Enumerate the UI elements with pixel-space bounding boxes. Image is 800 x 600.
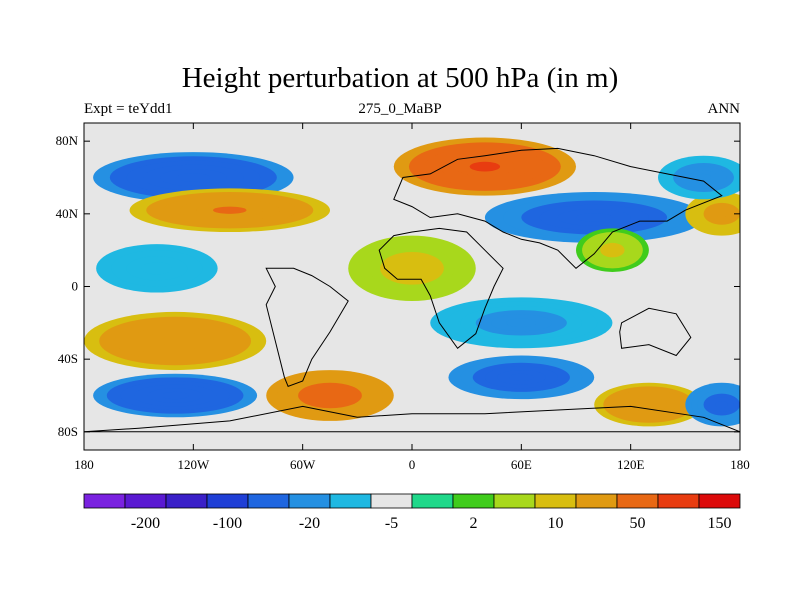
colorbar-label: 150 <box>708 515 732 532</box>
colorbar-box <box>329 493 372 509</box>
axis-ticks: 180 120W 60W 0 60E 120E 180 80N 40N 0 40S 80S <box>56 123 750 472</box>
contour-feature <box>393 137 576 196</box>
coastline <box>378 227 504 350</box>
colorbar-label: -100 <box>213 515 242 532</box>
colorbar-box <box>575 493 618 509</box>
contour-level <box>576 213 613 222</box>
contour-level <box>695 173 712 182</box>
season-label: ANN <box>707 101 741 117</box>
contour-feature <box>448 355 595 400</box>
contour-field <box>84 123 740 450</box>
contour-feature <box>266 370 394 421</box>
contour-feature <box>93 373 258 418</box>
contour-level <box>509 373 534 381</box>
x-tick-label: 120E <box>617 457 645 472</box>
y-tick-label: 80N <box>56 133 79 148</box>
contour-level <box>319 391 341 400</box>
contour-level <box>469 161 501 172</box>
coastline <box>619 307 692 357</box>
colorbar: -200 -100 -20 -5 2 10 50 150 <box>83 493 741 532</box>
contour-feature <box>576 228 649 272</box>
colorbar-box <box>370 493 413 509</box>
colorbar-box <box>165 493 208 509</box>
contour-level <box>715 210 728 218</box>
contour-level <box>213 206 247 214</box>
y-tick-label: 40S <box>58 351 78 366</box>
colorbar-box <box>698 493 741 509</box>
contour-level <box>159 336 191 346</box>
colorbar-label: -200 <box>131 515 160 532</box>
y-tick-label: 80S <box>58 424 78 439</box>
colorbar-label: 2 <box>470 515 478 532</box>
contour-level <box>176 173 211 182</box>
colorbar-box <box>206 493 249 509</box>
contour-feature <box>658 155 740 200</box>
contour-feature <box>129 188 330 232</box>
colorbar-label: 50 <box>630 515 646 532</box>
contour-level <box>606 246 619 254</box>
contour-level <box>141 262 173 275</box>
colorbar-box <box>247 493 290 509</box>
contour-feature <box>84 311 267 371</box>
contour-level <box>639 400 659 409</box>
colorbar-label: -5 <box>385 515 398 532</box>
experiment-label: Expt = teYdd1 <box>84 101 173 117</box>
x-tick-label: 180 <box>730 457 750 472</box>
colorbar-box <box>452 493 495 509</box>
contour-feature <box>84 232 248 305</box>
colorbar-label: -20 <box>299 515 320 532</box>
colorbar-box <box>493 493 536 509</box>
colorbar-box <box>124 493 167 509</box>
time-label: 275_0_MaBP <box>358 101 442 117</box>
coastline <box>265 267 349 388</box>
coastline <box>84 405 740 433</box>
colorbar-box <box>534 493 577 509</box>
x-tick-label: 60E <box>511 457 532 472</box>
contour-feature <box>685 192 740 236</box>
colorbar-box <box>411 493 454 509</box>
colorbar-box <box>288 493 331 509</box>
y-tick-label: 40N <box>56 206 79 221</box>
y-tick-label: 0 <box>72 279 79 294</box>
x-tick-label: 60W <box>290 457 316 472</box>
colorbar-box <box>616 493 659 509</box>
contour-feature <box>348 235 476 302</box>
x-tick-label: 180 <box>74 457 94 472</box>
coastline-overlay <box>84 147 740 433</box>
colorbar-box <box>657 493 700 509</box>
contour-level <box>161 391 189 400</box>
coastline <box>393 147 723 269</box>
contour-feature <box>430 297 613 349</box>
x-tick-label: 120W <box>177 457 210 472</box>
chart-title: Height perturbation at 500 hPa (in m) <box>181 62 619 94</box>
colorbar-box <box>83 493 126 509</box>
contour-feature <box>484 192 704 243</box>
contour-level <box>506 318 537 328</box>
colorbar-label: 10 <box>548 515 564 532</box>
x-tick-label: 0 <box>409 457 416 472</box>
contour-feature <box>685 382 740 427</box>
contour-level <box>715 400 728 409</box>
contour-level <box>401 262 423 274</box>
